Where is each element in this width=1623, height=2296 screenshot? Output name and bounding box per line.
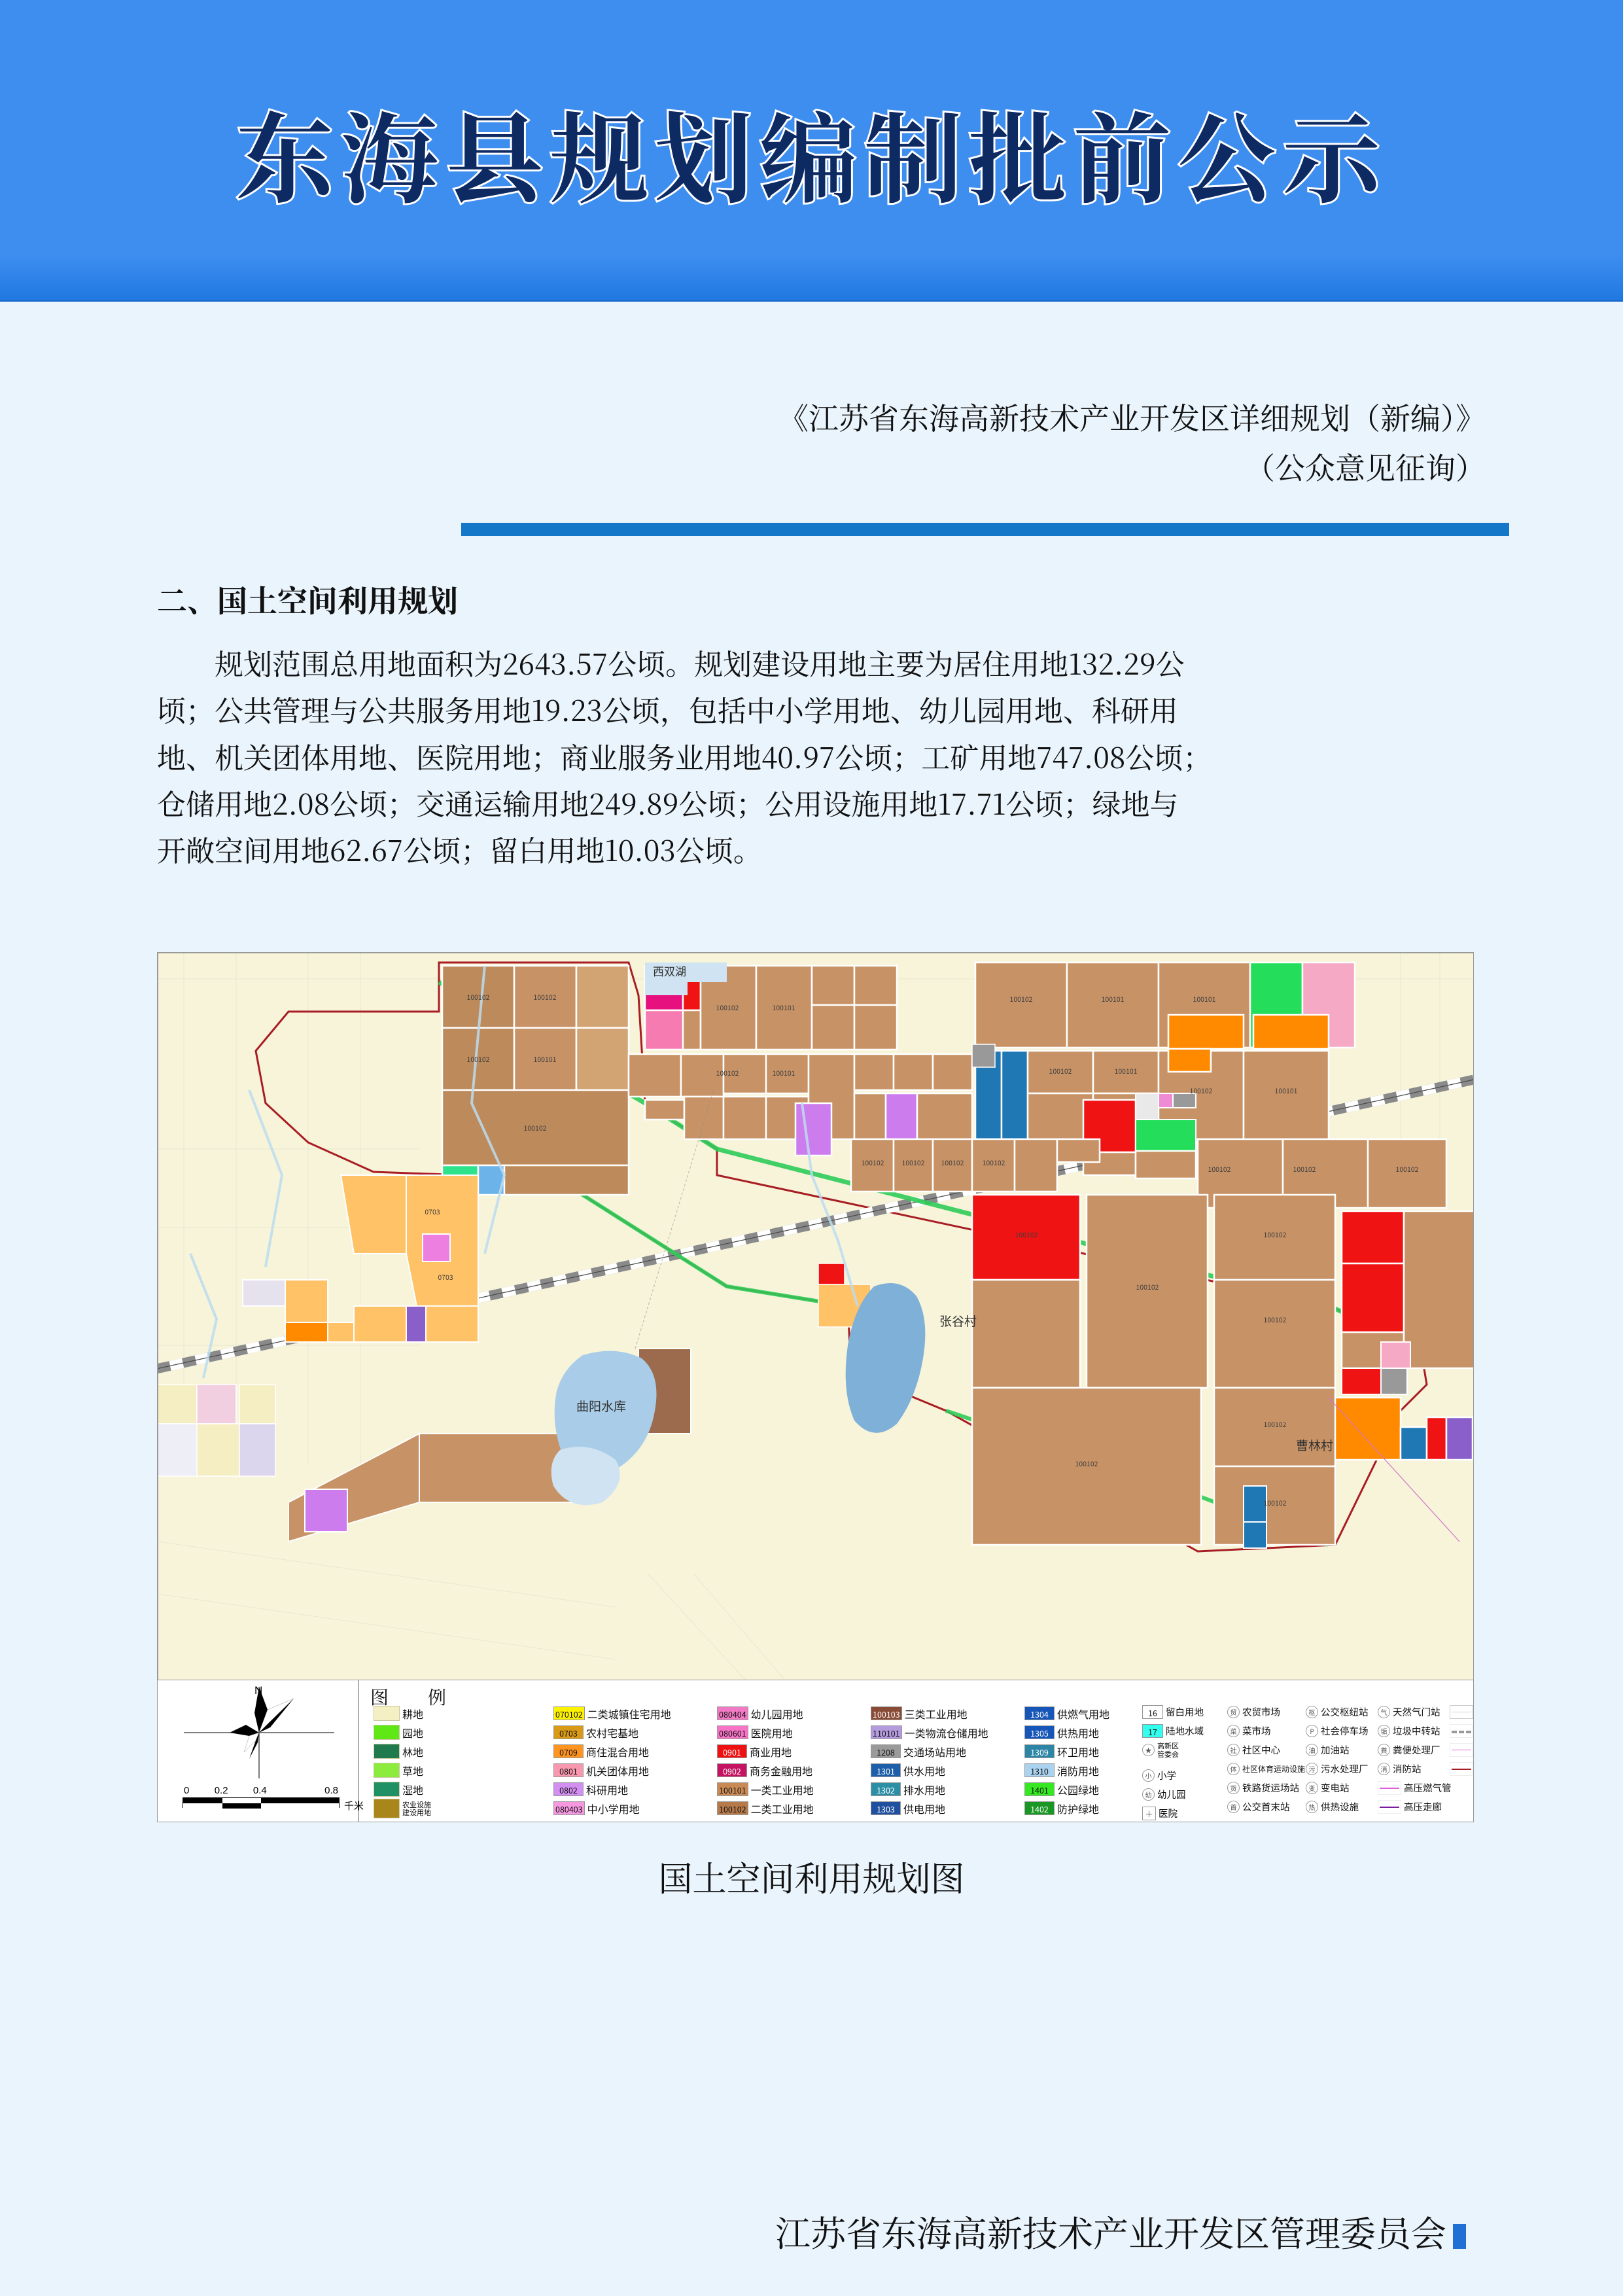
svg-text:100102: 100102 xyxy=(983,1158,1005,1168)
svg-text:0703: 0703 xyxy=(425,1207,440,1217)
svg-text:100101: 100101 xyxy=(773,1003,795,1013)
svg-text:100102: 100102 xyxy=(1264,1230,1287,1240)
svg-text:100102: 100102 xyxy=(1136,1282,1159,1292)
svg-text:100102: 100102 xyxy=(902,1158,925,1168)
svg-text:100102: 100102 xyxy=(1264,1498,1287,1508)
svg-text:100102: 100102 xyxy=(534,993,557,1002)
svg-text:100102: 100102 xyxy=(716,1003,739,1013)
svg-text:曲阳水库: 曲阳水库 xyxy=(576,1397,626,1415)
svg-text:100102: 100102 xyxy=(716,1069,739,1078)
svg-text:100101: 100101 xyxy=(534,1055,557,1065)
svg-text:100101: 100101 xyxy=(1115,1067,1138,1076)
svg-text:100101: 100101 xyxy=(1193,995,1216,1004)
svg-text:100101: 100101 xyxy=(1275,1086,1298,1096)
svg-text:100102: 100102 xyxy=(524,1123,547,1133)
svg-text:100102: 100102 xyxy=(862,1158,884,1168)
svg-text:张谷村: 张谷村 xyxy=(939,1312,977,1330)
svg-text:0703: 0703 xyxy=(438,1273,453,1282)
svg-text:100102: 100102 xyxy=(1264,1315,1287,1325)
svg-text:100102: 100102 xyxy=(1396,1165,1419,1174)
svg-text:100102: 100102 xyxy=(467,993,490,1002)
svg-text:100102: 100102 xyxy=(1010,995,1033,1004)
svg-text:100102: 100102 xyxy=(941,1158,964,1168)
svg-text:100101: 100101 xyxy=(773,1069,795,1078)
svg-text:西双湖: 西双湖 xyxy=(653,963,686,979)
svg-text:100101: 100101 xyxy=(1102,995,1125,1004)
svg-text:100102: 100102 xyxy=(1264,1420,1287,1430)
svg-text:100102: 100102 xyxy=(1049,1067,1072,1076)
svg-text:100102: 100102 xyxy=(1293,1165,1316,1174)
svg-text:100102: 100102 xyxy=(1075,1459,1098,1469)
svg-text:100102: 100102 xyxy=(1208,1165,1231,1174)
svg-text:100102: 100102 xyxy=(467,1055,490,1065)
svg-text:100102: 100102 xyxy=(1190,1086,1213,1096)
svg-text:曹林村: 曹林村 xyxy=(1296,1436,1333,1454)
svg-text:100102: 100102 xyxy=(1015,1230,1038,1240)
